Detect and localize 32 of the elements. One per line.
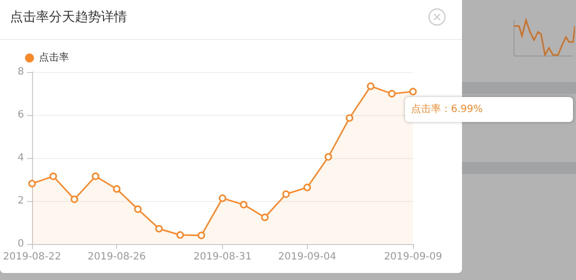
point	[155, 224, 163, 232]
x-tick-label: 2019-08-26	[88, 252, 146, 262]
point	[92, 172, 100, 180]
y-tick-label: 8	[18, 66, 24, 78]
x-tick-label: 2019-09-09	[384, 252, 442, 262]
point	[218, 194, 226, 202]
point	[303, 184, 311, 192]
point	[112, 185, 120, 193]
point	[409, 88, 417, 96]
y-tick-label: 0	[18, 238, 24, 250]
point	[388, 90, 396, 98]
y-tick-label: 4	[18, 152, 24, 164]
point	[198, 232, 206, 240]
legend-label: 点击率	[39, 52, 69, 64]
point	[282, 190, 290, 198]
point	[346, 114, 354, 122]
chart-title: 点击率分天趋势详情	[10, 9, 127, 26]
point	[70, 196, 78, 204]
y-tick-label: 6	[18, 110, 24, 120]
x-tick-label: 2019-08-22	[2, 252, 62, 262]
point	[28, 180, 36, 188]
point	[366, 82, 374, 90]
y-tick-label: 2	[18, 196, 24, 206]
tooltip-box: 点击率：6.99%	[405, 97, 573, 122]
point	[134, 205, 142, 213]
x-tick-label: 2019-08-31	[193, 252, 252, 262]
point	[240, 200, 248, 208]
point	[324, 153, 332, 161]
point	[49, 172, 57, 180]
point	[261, 214, 269, 222]
point	[176, 231, 184, 239]
x-tick-label: 2019-09-04	[278, 252, 336, 262]
